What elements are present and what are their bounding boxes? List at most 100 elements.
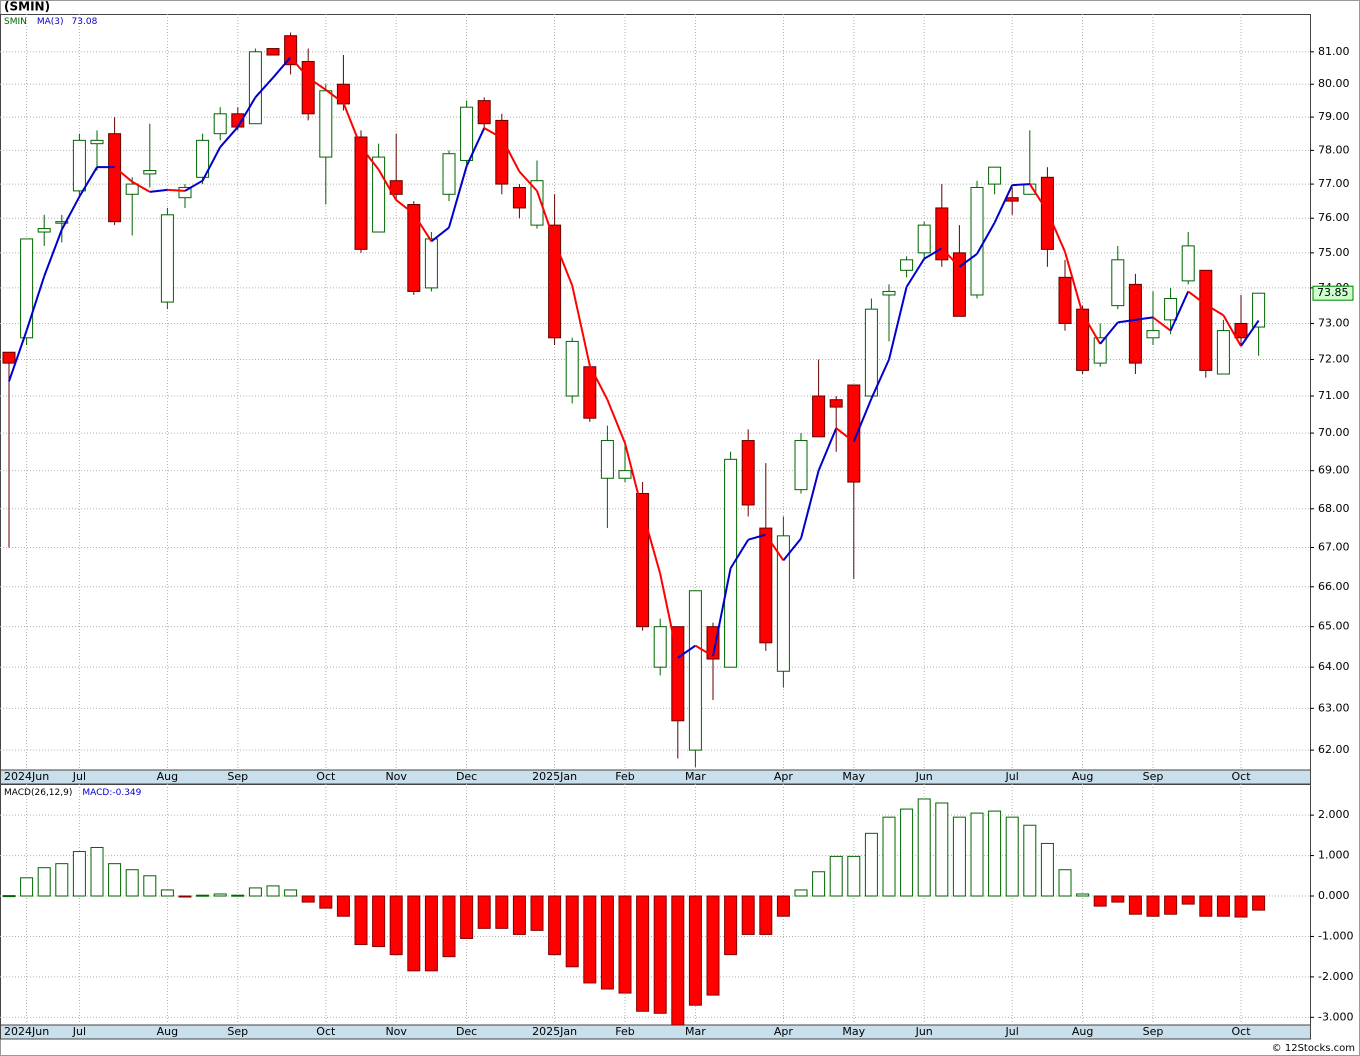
y-tick-label: 77.00 — [1318, 177, 1350, 190]
x-tick-label: Apr — [774, 770, 794, 783]
x-tick-label: Oct — [316, 770, 336, 783]
macd-bar — [389, 895, 403, 956]
x-tick-label: Aug — [1072, 770, 1093, 783]
macd-bar — [565, 895, 579, 968]
ma-segment — [465, 127, 486, 167]
macd-bar — [512, 895, 526, 935]
x-tick-label: May — [842, 770, 865, 783]
ma-segment — [976, 222, 996, 255]
macd-bar — [1252, 895, 1266, 911]
macd-bar — [1128, 895, 1142, 915]
macd-bar — [319, 895, 333, 909]
x-tick-label: Oct — [1231, 1025, 1251, 1038]
macd-bar — [1216, 895, 1230, 917]
macd-bar — [424, 895, 438, 972]
y-tick-label: 1.000 — [1318, 849, 1350, 862]
candle-body — [2, 351, 16, 364]
y-tick-label: 75.00 — [1318, 246, 1350, 259]
candle-body — [512, 186, 526, 209]
y-tick-label: 69.00 — [1318, 464, 1350, 477]
y-tick-label: 78.00 — [1318, 143, 1350, 156]
macd-bar — [266, 885, 280, 897]
candle-body — [1252, 292, 1266, 328]
ma-segment — [1187, 290, 1207, 306]
ma-segment — [289, 56, 309, 79]
ma-segment — [412, 213, 433, 242]
ma-segment — [236, 96, 257, 128]
candle-body — [794, 440, 808, 491]
y-tick-label: 73.00 — [1318, 316, 1350, 329]
macd-bar — [1076, 893, 1090, 897]
y-tick-label: -1.000 — [1318, 929, 1353, 942]
macd-bar — [970, 812, 984, 897]
x-tick-label: Oct — [1231, 770, 1251, 783]
x-tick-label: May — [842, 1025, 865, 1038]
ma-segment — [1240, 320, 1260, 347]
x-tick-label: Mar — [685, 770, 706, 783]
ma-segment — [360, 146, 380, 171]
readout-prefix: MACD: — [82, 788, 112, 798]
x-tick-label: Sep — [227, 1025, 248, 1038]
ma-segment — [1081, 313, 1102, 345]
candle-body — [636, 492, 650, 628]
macd-bar — [671, 895, 685, 1026]
ma-segment — [430, 226, 450, 243]
ma-segment — [1046, 210, 1066, 253]
x-tick-label: Nov — [385, 1025, 407, 1038]
macd-bar — [1164, 895, 1178, 915]
macd-bar — [143, 875, 157, 897]
macd-bar — [900, 808, 914, 897]
candle-body — [847, 384, 861, 483]
candle-body — [266, 48, 280, 56]
ma-segment — [307, 76, 327, 91]
macd-bar — [548, 895, 562, 956]
ma-segment — [1028, 183, 1049, 212]
macd-bar — [90, 846, 104, 897]
ma-segment — [659, 573, 679, 659]
macd-bar — [812, 871, 826, 897]
macd-bar — [160, 889, 174, 897]
ma-segment — [571, 285, 591, 366]
ma-segment — [941, 247, 961, 268]
x-tick-label: Feb — [615, 1025, 634, 1038]
macd-bar — [1199, 895, 1213, 917]
macd-bar — [847, 855, 861, 897]
ma-segment — [870, 359, 890, 400]
candle-body — [882, 290, 896, 296]
candle-body — [160, 214, 174, 303]
macd-bar — [688, 895, 702, 1006]
candle-body — [301, 60, 315, 115]
candle-body — [530, 180, 544, 226]
y-tick-label: 64.00 — [1318, 660, 1350, 673]
candle-body — [600, 440, 614, 479]
macd-bar — [407, 895, 421, 972]
x-tick-label: Feb — [615, 770, 634, 783]
y-tick-label: 80.00 — [1318, 77, 1350, 90]
candle-body — [1181, 245, 1195, 282]
macd-bar — [301, 895, 315, 903]
candle-body — [952, 252, 966, 317]
y-tick-label: 66.00 — [1318, 580, 1350, 593]
macd-bar — [213, 893, 227, 897]
ma-segment — [817, 427, 838, 472]
candle-body — [759, 527, 773, 644]
candle-body — [55, 221, 69, 224]
y-tick-label: 81.00 — [1318, 45, 1350, 58]
macd-bar — [706, 895, 720, 996]
candle-body — [988, 166, 1002, 185]
macd-bar — [1040, 842, 1054, 897]
macd-bar — [284, 889, 298, 897]
candle-body — [741, 440, 755, 506]
y-tick-label: 72.00 — [1318, 352, 1350, 365]
macd-bar — [125, 869, 139, 897]
legend: SMIN MA(3) 73.08 — [4, 17, 98, 27]
macd-bar — [636, 895, 650, 1012]
ma-segment — [1117, 318, 1136, 324]
x-tick-label: 2025Jan — [532, 770, 577, 783]
macd-bar — [336, 895, 350, 917]
candle-body — [1216, 330, 1230, 375]
candle-body — [477, 100, 491, 125]
macd-bar — [829, 855, 843, 897]
x-tick-label: Jul — [72, 1025, 86, 1038]
candle-body — [1111, 259, 1125, 307]
